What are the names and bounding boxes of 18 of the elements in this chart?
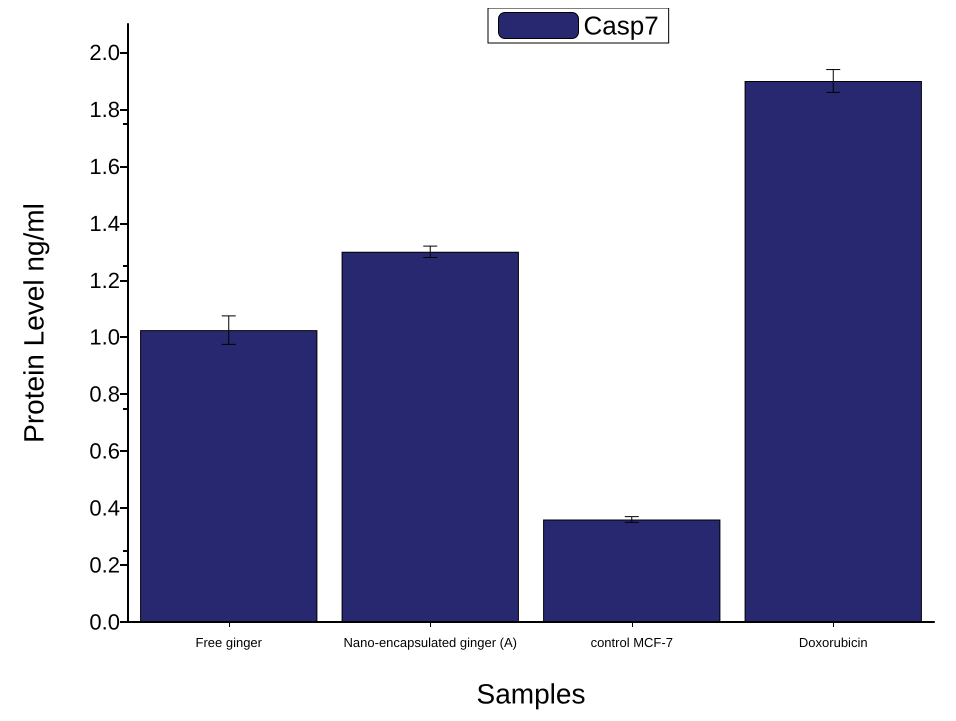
- y-tick-label: 1.6: [89, 154, 120, 179]
- y-tick-label: 0.4: [89, 496, 120, 521]
- x-tick-label: control MCF-7: [590, 635, 673, 650]
- y-tick-label: 0.0: [89, 610, 120, 634]
- y-tick-label: 0.6: [89, 438, 120, 464]
- x-tick-label: Doxorubicin: [798, 635, 868, 650]
- x-tick-label: Free ginger: [196, 635, 263, 650]
- y-tick-label: 1.4: [89, 210, 120, 236]
- x-axis-title: Samples: [476, 678, 586, 710]
- x-tick-label: Nano-encapsulated ginger (A): [344, 635, 517, 650]
- y-tick-label: 1.2: [89, 268, 120, 293]
- y-tick-label: 1.0: [89, 324, 120, 350]
- y-tick-label: 0.8: [89, 382, 120, 407]
- y-tick-label: 0.2: [89, 552, 120, 578]
- legend-label: Casp7: [584, 10, 659, 40]
- y-axis-title: Protein Level ng/ml: [18, 203, 50, 443]
- y-tick-label: 1.8: [89, 96, 120, 122]
- y-tick-label: 2.0: [89, 40, 120, 65]
